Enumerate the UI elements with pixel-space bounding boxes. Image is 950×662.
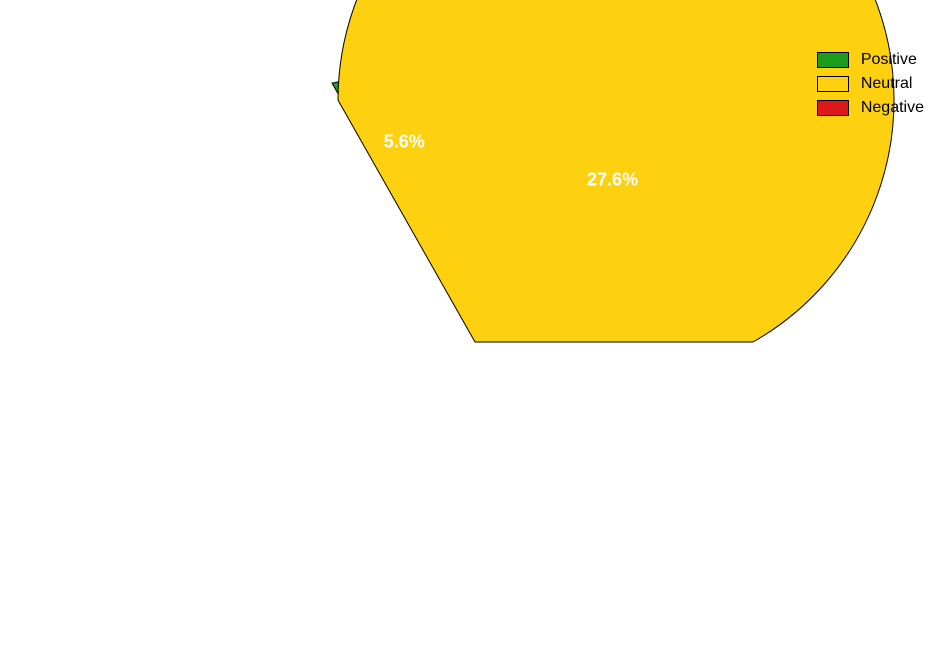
legend-swatch-neutral: [817, 76, 849, 92]
legend-label-positive: Positive: [861, 51, 917, 69]
slice-label-negative: 27.6%: [587, 169, 638, 190]
legend-label-negative: Negative: [861, 99, 924, 117]
slice-label-positive: 5.6%: [384, 131, 425, 152]
slice-label-neutral: 66.8%: [351, 500, 402, 521]
sentiment-pie-chart: Sentiment Analysis PositiveNeutralNegati…: [0, 0, 950, 662]
legend-item-neutral: Neutral: [817, 72, 924, 96]
legend-item-positive: Positive: [817, 48, 924, 72]
pie-plot-area: [0, 0, 950, 662]
legend-swatch-positive: [817, 52, 849, 68]
legend-swatch-negative: [817, 100, 849, 116]
legend-label-neutral: Neutral: [861, 75, 913, 93]
legend: Positive Neutral Negative: [817, 48, 924, 120]
legend-item-negative: Negative: [817, 96, 924, 120]
